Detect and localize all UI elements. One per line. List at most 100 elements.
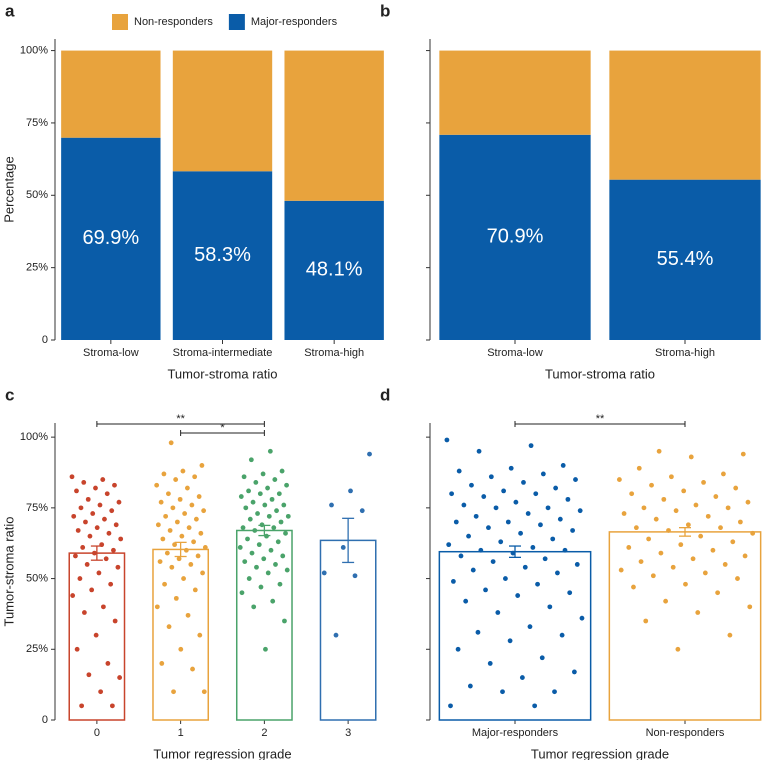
data-point — [483, 587, 488, 593]
data-point — [641, 505, 647, 511]
data-point — [626, 545, 632, 550]
data-point — [176, 556, 182, 562]
data-point — [173, 477, 179, 482]
data-point — [518, 530, 523, 536]
data-point — [715, 590, 721, 596]
data-point — [257, 491, 263, 497]
data-point — [718, 525, 723, 531]
data-point — [188, 562, 194, 567]
data-point — [646, 536, 652, 542]
data-point — [73, 553, 78, 559]
data-point — [101, 604, 106, 610]
data-point — [553, 485, 559, 491]
data-point — [450, 579, 456, 584]
data-point — [192, 587, 198, 593]
data-point — [201, 508, 207, 514]
data-point — [185, 485, 190, 491]
data-point — [695, 610, 701, 615]
data-point — [519, 675, 525, 680]
data-point — [86, 672, 92, 678]
data-point — [470, 567, 476, 573]
data-point — [616, 477, 622, 482]
data-point — [111, 547, 116, 553]
data-point — [530, 545, 536, 550]
data-point — [740, 451, 746, 457]
data-point — [246, 576, 252, 581]
data-point — [636, 465, 642, 471]
data-point — [577, 508, 583, 514]
data-point — [560, 463, 566, 468]
data-point — [653, 516, 659, 522]
data-point — [70, 593, 76, 598]
data-point — [498, 539, 504, 545]
data-point — [555, 570, 560, 576]
x-tick-label: 0 — [94, 727, 100, 739]
bar-segment — [61, 50, 161, 138]
x-axis-label: Tumor-stroma ratio — [167, 366, 277, 381]
y-axis-label: Percentage — [1, 156, 16, 223]
data-point — [241, 474, 247, 480]
data-point — [525, 511, 531, 516]
data-point — [649, 482, 654, 488]
data-point — [535, 581, 540, 587]
bar — [608, 531, 762, 721]
data-point — [669, 474, 674, 480]
data-point — [579, 615, 585, 621]
data-point — [179, 533, 185, 539]
data-point — [533, 491, 539, 497]
data-point — [200, 570, 205, 576]
data-point — [248, 457, 254, 463]
data-point — [670, 564, 676, 570]
data-point — [71, 513, 77, 519]
data-point — [185, 612, 191, 618]
significance-label: * — [220, 422, 225, 434]
panel-label: a — [5, 1, 15, 20]
data-point — [90, 511, 96, 516]
data-point — [197, 632, 203, 638]
data-point — [255, 511, 260, 516]
data-point — [74, 646, 80, 652]
data-point — [570, 528, 575, 533]
data-point — [475, 629, 481, 635]
data-point — [69, 474, 75, 480]
data-point — [284, 567, 290, 573]
data-point — [730, 539, 736, 545]
data-point — [181, 576, 186, 581]
data-point — [515, 593, 521, 598]
bar-segment — [172, 171, 273, 340]
data-point — [202, 545, 208, 550]
data-point — [265, 570, 271, 576]
data-point — [735, 576, 740, 581]
data-point — [722, 562, 728, 567]
y-axis-label: Tumor-stroma ratio — [1, 516, 16, 626]
data-point — [267, 448, 273, 454]
bar-segment — [284, 200, 384, 340]
data-point — [166, 491, 171, 497]
data-point — [162, 581, 167, 587]
data-point — [629, 491, 635, 497]
data-point — [456, 468, 462, 474]
data-point — [190, 666, 195, 672]
data-point — [266, 513, 272, 519]
data-point — [701, 480, 706, 485]
data-point — [108, 581, 114, 587]
data-point — [112, 618, 118, 624]
data-point — [112, 482, 117, 488]
value-label: 58.3% — [194, 244, 251, 266]
data-point — [663, 598, 669, 604]
data-point — [693, 502, 699, 508]
data-point — [81, 610, 87, 615]
x-tick-label: Major-responders — [472, 727, 559, 739]
data-point — [638, 559, 644, 564]
value-label: 70.9% — [487, 226, 544, 248]
x-axis-label: Tumor regression grade — [531, 746, 669, 760]
data-point — [490, 559, 496, 564]
data-point — [186, 525, 192, 531]
data-point — [643, 618, 649, 624]
data-point — [633, 525, 639, 531]
data-point — [666, 528, 671, 533]
data-point — [104, 491, 110, 497]
data-point — [250, 499, 256, 505]
data-point — [618, 567, 624, 573]
data-point — [466, 533, 471, 539]
